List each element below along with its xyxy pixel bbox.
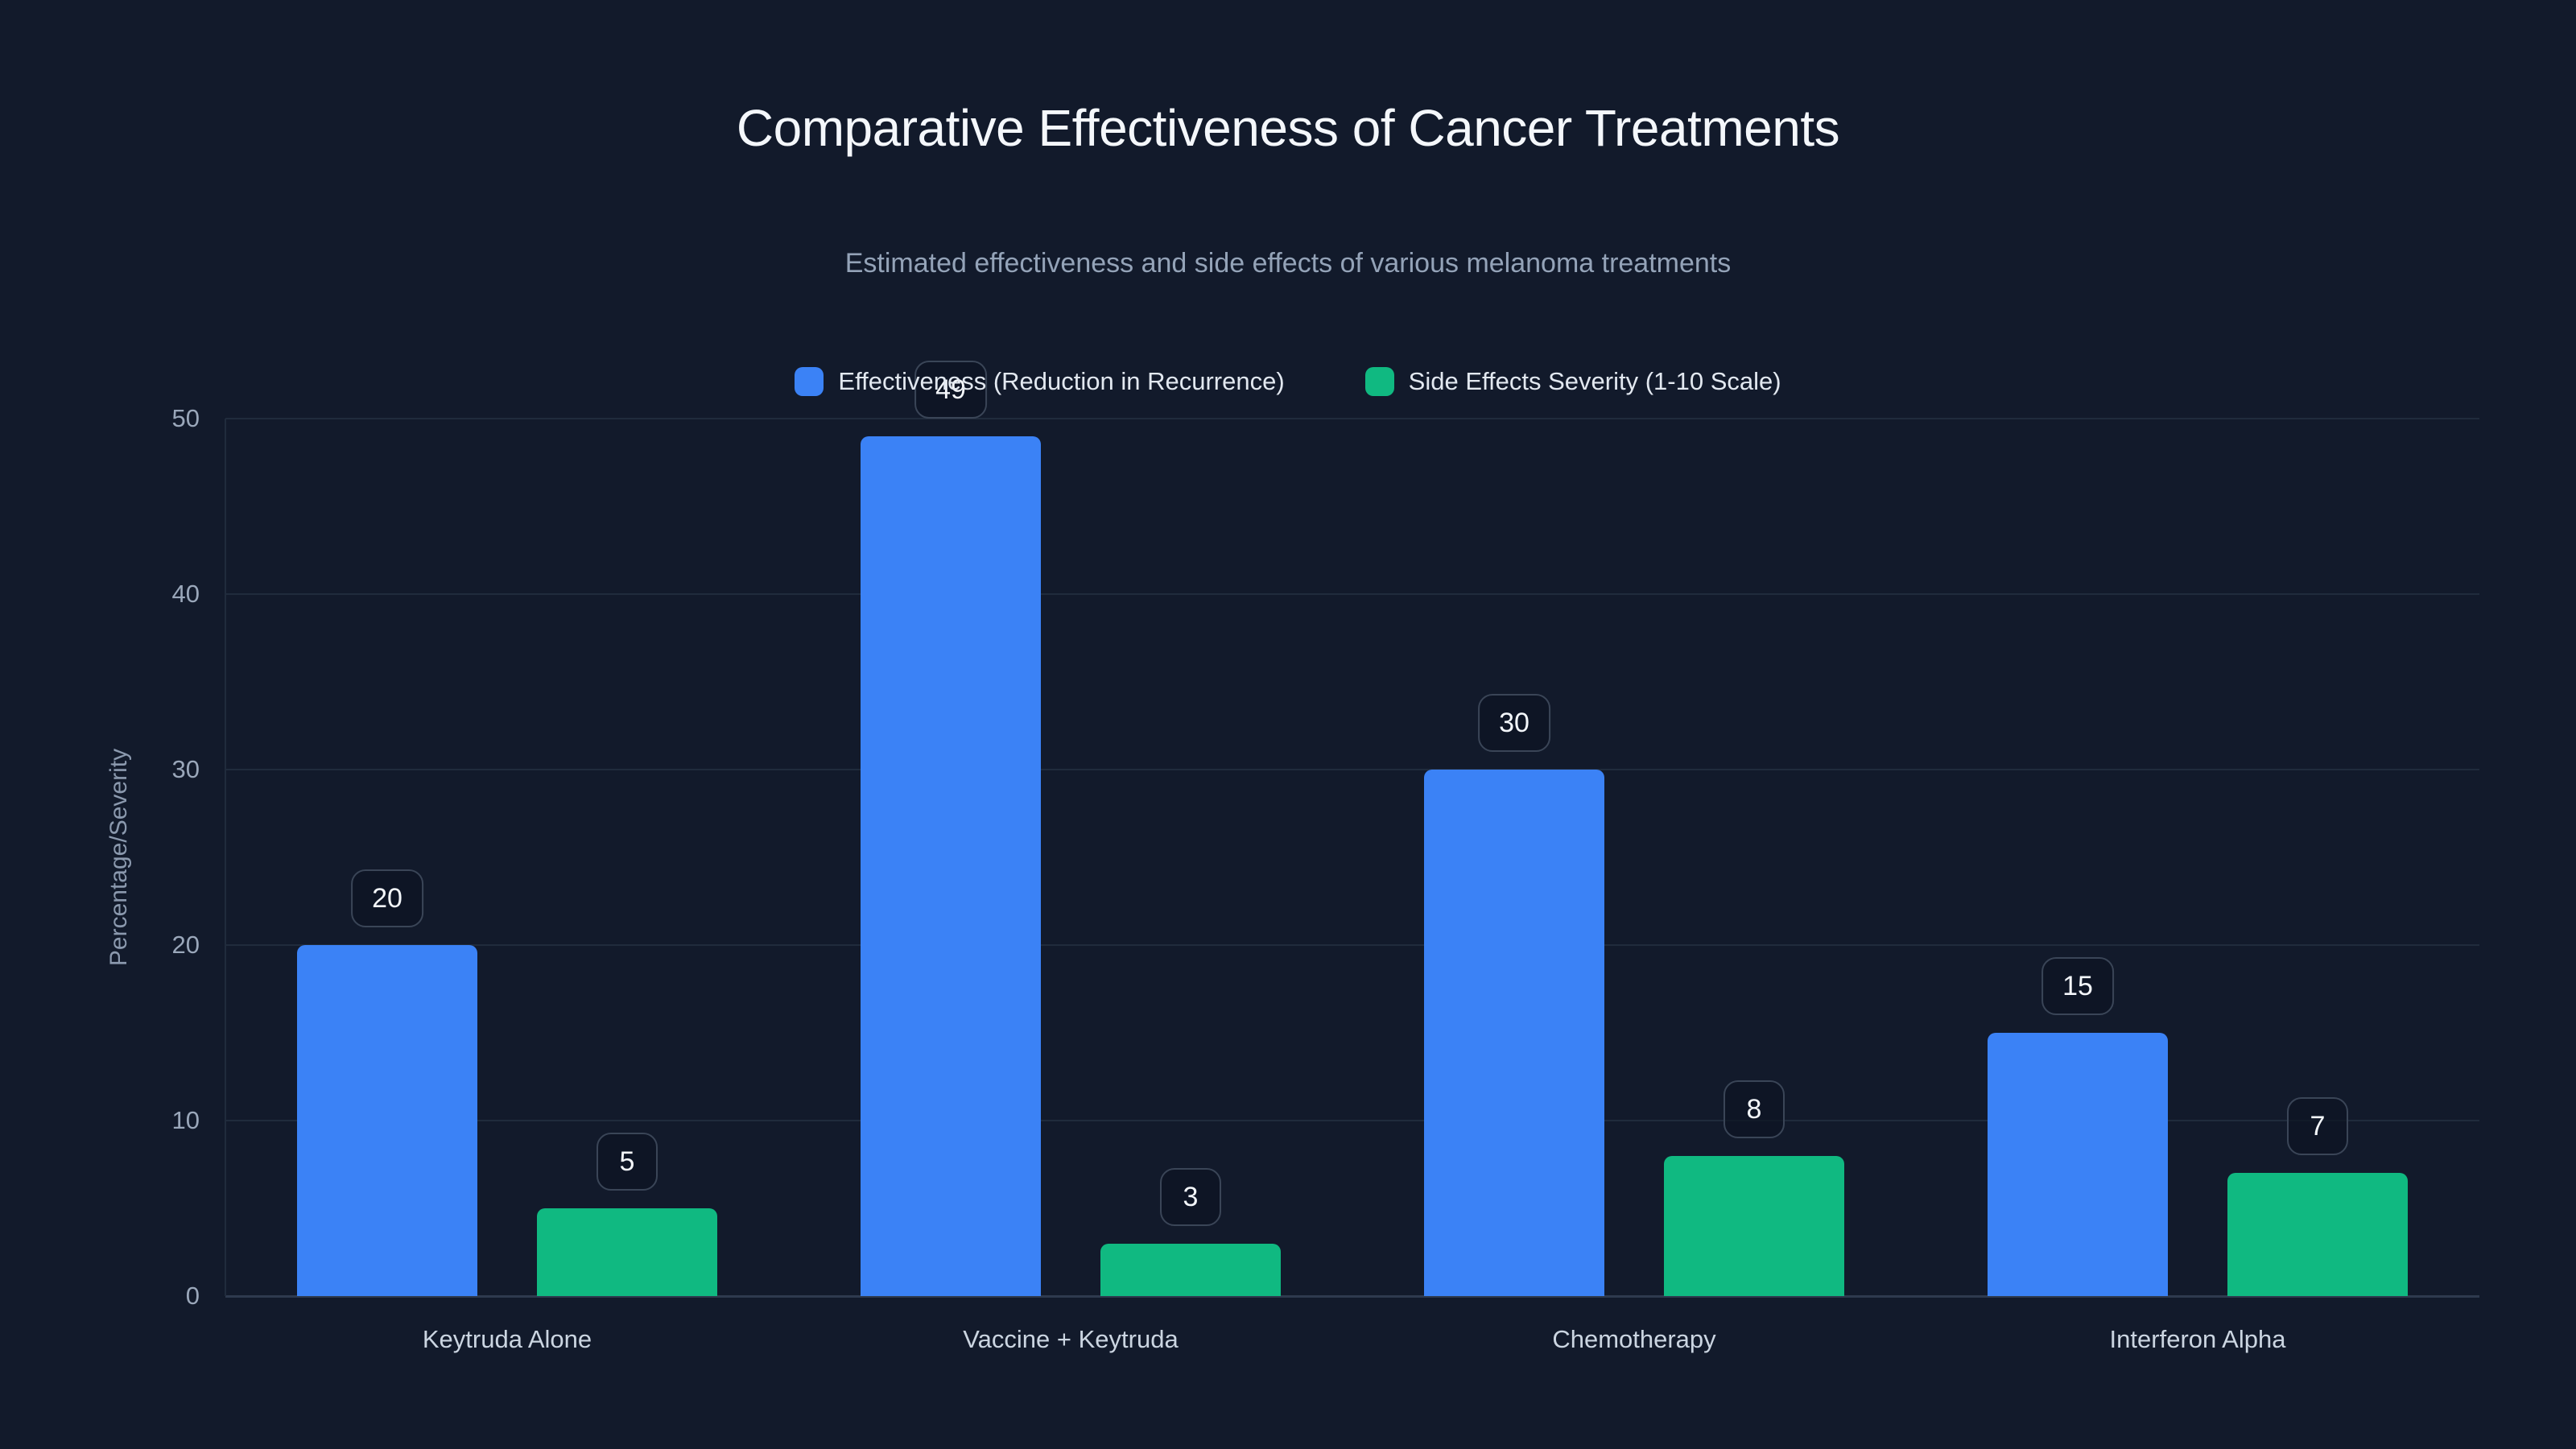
bar-side-effects[interactable] (1664, 1155, 1844, 1296)
bar-effectiveness[interactable] (1988, 1033, 2168, 1296)
value-badge: 7 (2287, 1097, 2348, 1156)
bar-side-effects[interactable] (1100, 1243, 1281, 1296)
y-tick-label: 30 (171, 755, 200, 783)
category-label: Keytruda Alone (422, 1325, 592, 1353)
gridline (225, 418, 2479, 419)
legend-label: Side Effects Severity (1-10 Scale) (1408, 367, 1781, 395)
legend-label: Effectiveness (Reduction in Recurrence) (838, 367, 1285, 395)
bar-side-effects[interactable] (2227, 1173, 2408, 1296)
category-label: Chemotherapy (1552, 1325, 1716, 1353)
value-badge: 8 (1724, 1080, 1785, 1138)
gridline (225, 944, 2479, 946)
chart-legend: Effectiveness (Reduction in Recurrence) S… (0, 365, 2576, 398)
value-badge: 15 (2041, 957, 2114, 1015)
category-label: Vaccine + Keytruda (963, 1325, 1179, 1353)
value-badge: 5 (597, 1133, 658, 1191)
y-tick-label: 20 (171, 931, 200, 959)
value-badge: 3 (1160, 1167, 1221, 1226)
gridline (225, 593, 2479, 595)
chart-subtitle: Estimated effectiveness and side effects… (844, 248, 1732, 279)
chart-title: Comparative Effectiveness of Cancer Trea… (736, 99, 1840, 157)
y-axis-line (225, 419, 226, 1296)
y-tick-label: 10 (171, 1106, 200, 1134)
y-axis-title: Percentage/Severity (105, 748, 132, 967)
gridline (225, 1120, 2479, 1121)
x-axis-baseline (225, 1295, 2479, 1298)
bar-effectiveness[interactable] (1424, 770, 1604, 1296)
y-tick-label: 40 (171, 580, 200, 608)
legend-swatch-icon (1364, 367, 1394, 396)
value-badge: 49 (914, 360, 987, 419)
y-tick-label: 0 (185, 1282, 200, 1310)
y-tick-label: 50 (171, 404, 200, 432)
gridline (225, 769, 2479, 770)
legend-item-side-effects[interactable]: Side Effects Severity (1-10 Scale) (1364, 367, 1781, 396)
bar-effectiveness[interactable] (297, 945, 477, 1296)
bar-side-effects[interactable] (537, 1208, 717, 1296)
legend-item-effectiveness[interactable]: Effectiveness (Reduction in Recurrence) (795, 367, 1285, 396)
bar-effectiveness[interactable] (861, 436, 1041, 1296)
category-label: Interferon Alpha (2109, 1325, 2286, 1353)
value-badge: 20 (351, 869, 423, 927)
legend-swatch-icon (795, 367, 824, 396)
value-badge: 30 (1478, 694, 1550, 752)
